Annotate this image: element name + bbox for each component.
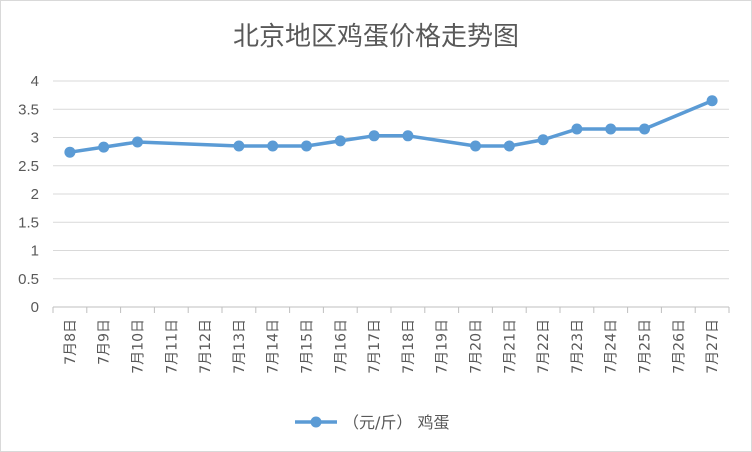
- x-tick-label: 7月10日: [131, 319, 147, 374]
- x-tick-label: 7月12日: [198, 319, 214, 374]
- x-tick-label: 7月16日: [333, 319, 349, 374]
- x-tick-label: 7月21日: [502, 319, 518, 374]
- x-tick-label: 7月27日: [705, 319, 721, 374]
- y-axis: 0 0.5 1 1.5 2 2.5 3 3.5 4: [18, 73, 39, 316]
- data-point: [537, 134, 549, 146]
- y-tick-label: 0.5: [18, 271, 39, 288]
- data-point: [233, 140, 245, 152]
- x-tick-label: 7月25日: [638, 319, 654, 374]
- legend-label: （元/斤） 鸡蛋: [343, 413, 449, 432]
- data-point: [334, 135, 346, 147]
- data-point: [706, 95, 718, 107]
- data-point: [503, 140, 515, 152]
- x-tick-label: 7月20日: [469, 319, 485, 374]
- y-tick-label: 4: [31, 73, 39, 90]
- x-tick-label: 7月9日: [97, 319, 113, 365]
- x-tick-label: 7月17日: [367, 319, 383, 374]
- x-tick-label: 7月22日: [536, 319, 552, 374]
- legend-dot-marker: [310, 416, 322, 428]
- x-tick-label: 7月23日: [570, 319, 586, 374]
- x-axis: 7月8日 7月9日 7月10日 7月11日 7月12日 7月13日 7月14日 7月15日 7月…: [52, 307, 730, 374]
- x-tick-label: 7月19日: [435, 319, 451, 374]
- data-point: [132, 136, 143, 148]
- x-tick-label: 7月8日: [63, 319, 79, 365]
- series-line: [68, 99, 714, 154]
- y-tick-label: 2: [31, 186, 39, 203]
- chart-title: 北京地区鸡蛋价格走势图: [233, 22, 519, 52]
- data-point: [301, 140, 312, 152]
- series-eggs: [64, 95, 718, 158]
- y-tick-label: 2.5: [18, 158, 39, 175]
- x-tick-label: 7月18日: [401, 319, 417, 374]
- data-point: [605, 123, 617, 135]
- data-point: [267, 140, 279, 152]
- x-tick-label: 7月14日: [266, 319, 282, 374]
- x-tick-label: 7月15日: [300, 319, 316, 374]
- data-point: [402, 130, 414, 142]
- data-point: [639, 123, 650, 135]
- x-tick-label: 7月13日: [232, 319, 248, 374]
- data-point: [98, 141, 110, 153]
- data-point: [64, 146, 76, 158]
- x-tick-label: 7月24日: [604, 319, 620, 374]
- y-tick-label: 3: [31, 130, 39, 147]
- y-tick-label: 3.5: [18, 101, 39, 118]
- y-tick-label: 1.5: [18, 214, 39, 231]
- legend: （元/斤） 鸡蛋: [295, 413, 449, 432]
- y-tick-label: 1: [31, 243, 39, 260]
- gridlines: [53, 80, 729, 308]
- data-point: [368, 130, 380, 142]
- y-tick-label: 0: [31, 299, 39, 316]
- x-tick-label: 7月11日: [164, 319, 180, 374]
- x-tick-label: 7月26日: [671, 319, 687, 374]
- data-point: [571, 123, 583, 135]
- data-point: [470, 140, 481, 152]
